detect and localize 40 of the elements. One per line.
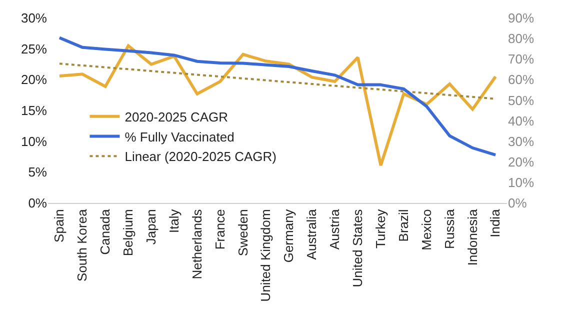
y-tick-label: 15% [20, 103, 48, 118]
x-tick-label: India [488, 208, 503, 238]
x-tick-label: Mexico [418, 209, 434, 250]
legend-label: Linear (2020-2025 CAGR) [124, 149, 276, 164]
x-tick-label: Canada [98, 208, 113, 255]
x-tick-label: Sweden [235, 209, 250, 256]
x-tick-label: Indonesia [464, 208, 480, 266]
y2-tick-label: 50% [508, 92, 534, 108]
legend-label: 2020-2025 CAGR [124, 109, 228, 124]
y-tick-label: 10% [20, 134, 48, 149]
y2-tick-label: 90% [508, 10, 534, 26]
y-tick-label: 5% [28, 164, 48, 180]
y2-tick-label: 80% [508, 31, 534, 46]
x-tick-label: South Korea [74, 208, 90, 282]
y-tick-label: 25% [20, 41, 48, 56]
y2-tick-label: 30% [508, 134, 534, 149]
y2-tick-label: 0% [508, 196, 528, 211]
x-tick-label: Japan [144, 209, 159, 245]
x-tick-label: United Kingdom [258, 209, 274, 302]
x-tick-label: Italy [166, 208, 182, 234]
legend-label: % Fully Vaccinated [124, 129, 234, 144]
x-tick-label: France [212, 209, 228, 250]
y2-tick-label: 20% [508, 154, 534, 170]
x-tick-label: Germany [281, 208, 296, 263]
x-tick-label: Russia [442, 208, 457, 249]
x-tick-label: United States [350, 208, 366, 288]
x-tick-label: Brazil [396, 209, 411, 242]
x-tick-label: Spain [52, 209, 67, 242]
y2-tick-label: 70% [508, 52, 534, 67]
y-tick-label: 30% [20, 10, 48, 26]
y-tick-label: 0% [28, 196, 48, 211]
y2-tick-label: 10% [508, 174, 534, 190]
x-tick-label: Belgium [120, 209, 136, 256]
x-tick-label: Turkey [373, 208, 388, 248]
y2-tick-label: 40% [508, 113, 534, 128]
y-tick-label: 20% [20, 72, 48, 88]
y2-tick-label: 60% [508, 72, 534, 88]
x-tick-label: Austria [327, 208, 342, 250]
x-tick-label: Netherlands [189, 208, 204, 280]
x-tick-label: Australia [304, 208, 320, 260]
